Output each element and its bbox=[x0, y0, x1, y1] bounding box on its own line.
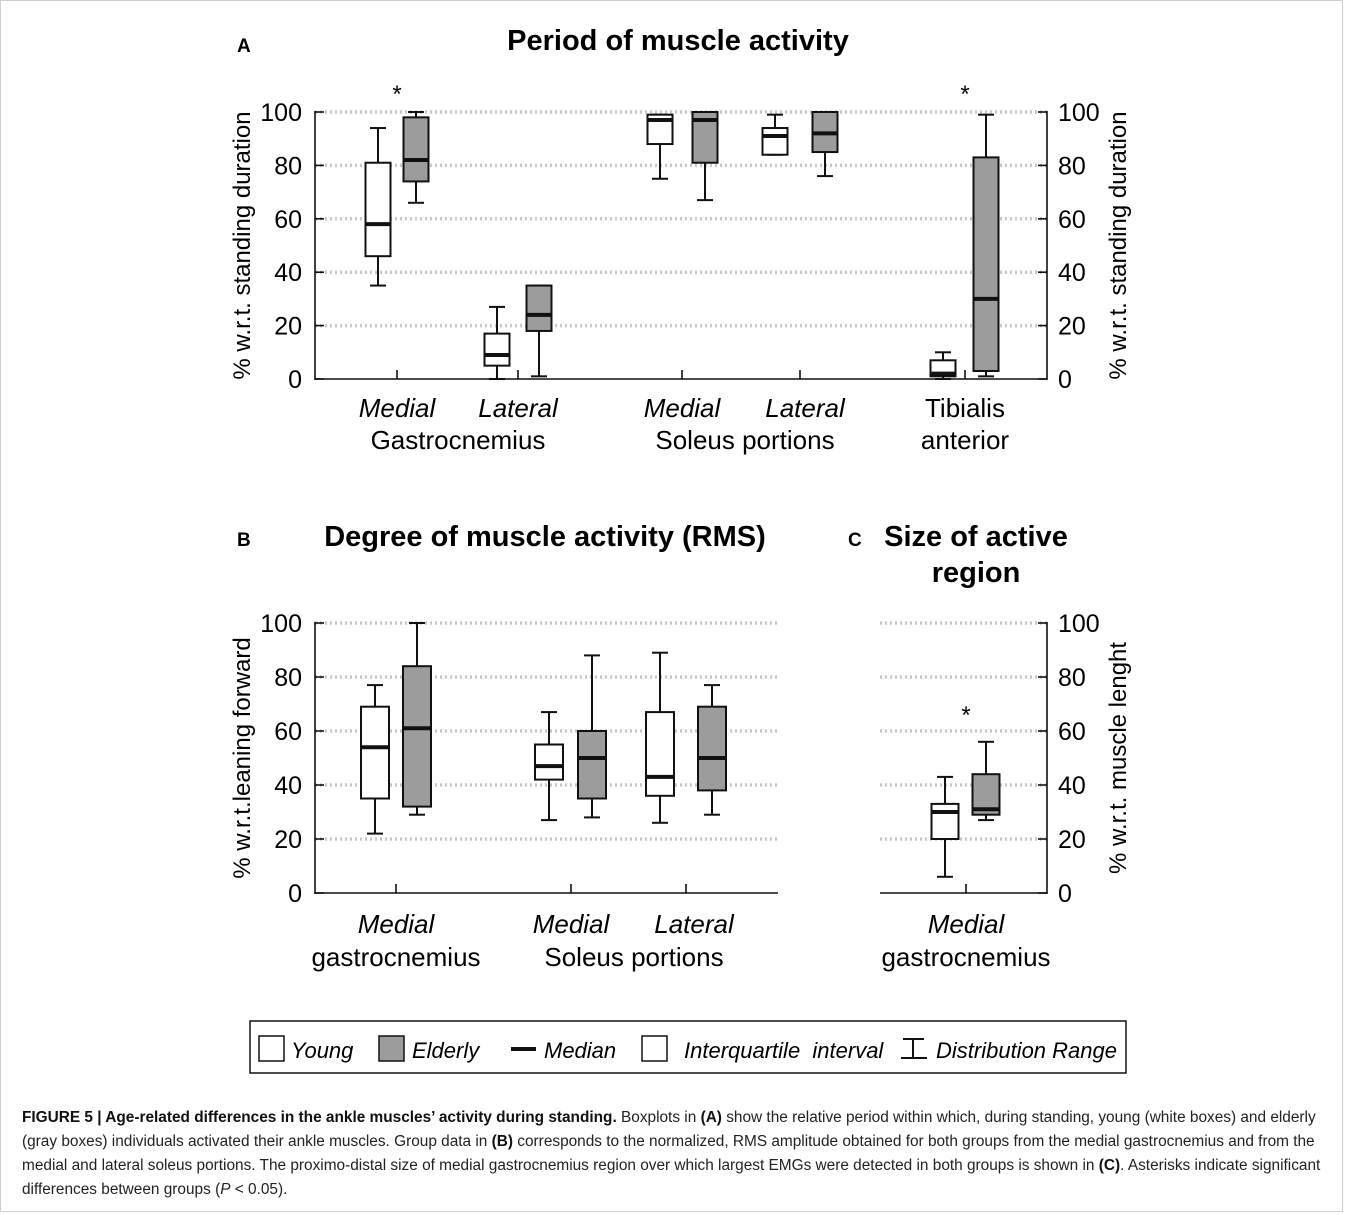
panel-a-ytick-label-left: 40 bbox=[274, 259, 302, 287]
panel-c-group-sublabel-0: gastrocnemius bbox=[881, 942, 1050, 972]
caption-ref-c: (C) bbox=[1098, 1157, 1121, 1174]
panel-b-box-young bbox=[534, 743, 564, 781]
panel-c-group-label-0: Medial bbox=[928, 909, 1006, 939]
panel-c-chart: 0 20 40 60 80 100% w.r.t. muscle lenght Medial… bbox=[880, 610, 1132, 972]
panel-a-ytick-label-right: 80 bbox=[1058, 152, 1086, 180]
panel-a-ytick-label-left: 0 bbox=[288, 366, 302, 394]
panel-b-ytick-label-left: 20 bbox=[274, 826, 302, 854]
legend-elderly-swatch bbox=[378, 1035, 405, 1062]
legend-young-label: Young bbox=[291, 1038, 354, 1063]
panel-a-group-sublabel-2: Soleus portions bbox=[655, 425, 834, 455]
panel-c-box-young bbox=[930, 802, 960, 841]
panel-c-title-line1: Size of active bbox=[884, 521, 1068, 553]
panel-c-y-axis-title-right: % w.r.t. muscle lenght bbox=[1105, 642, 1132, 874]
panel-a-group-label-1: Lateral bbox=[478, 393, 559, 423]
panel-a-box-young bbox=[761, 127, 789, 156]
panel-a-group-label-4: Tibialis bbox=[925, 393, 1005, 423]
panel-a-ytick-label-left: 20 bbox=[274, 313, 302, 341]
legend-range-label: Distribution Range bbox=[936, 1038, 1117, 1063]
panel-a-box-young bbox=[364, 161, 392, 258]
panel-c-ytick-label-right: 40 bbox=[1058, 772, 1086, 800]
caption-text-4: . Asterisks indicate significant differe… bbox=[22, 1157, 1321, 1198]
legend-iqr-swatch bbox=[641, 1035, 668, 1062]
panel-c-title-line2: region bbox=[932, 557, 1021, 589]
panel-a-y-axis-title: % w.r.t. standing duration bbox=[229, 111, 256, 379]
panel-b-ytick-label-left: 60 bbox=[274, 718, 302, 746]
panel-a-box-elderly bbox=[525, 284, 553, 332]
panel-b-box-elderly bbox=[697, 705, 727, 792]
panel-a-ytick-label-left: 80 bbox=[274, 152, 302, 180]
panel-a-group-sublabel-4: anterior bbox=[921, 425, 1009, 455]
legend: Young Elderly Median Interquartile inter… bbox=[249, 1020, 1127, 1074]
panel-a-ytick-label-left: 100 bbox=[260, 99, 302, 127]
panel-c-ytick-label-right: 60 bbox=[1058, 718, 1086, 746]
legend-range-whisker-icon bbox=[901, 1038, 927, 1059]
panel-c-ytick-label-right: 0 bbox=[1058, 880, 1072, 908]
panel-a-box-young bbox=[483, 332, 511, 367]
legend-iqr-label: Interquartile interval bbox=[684, 1038, 884, 1063]
panel-b-group-sublabel-0: gastrocnemius bbox=[311, 942, 480, 972]
panel-a-group-label-0: Medial bbox=[359, 393, 437, 423]
panel-c-ytick-label-right: 20 bbox=[1058, 826, 1086, 854]
panel-a-ytick-label-right: 20 bbox=[1058, 313, 1086, 341]
panel-a-letter: A bbox=[237, 36, 251, 57]
panel-a-box-elderly bbox=[402, 116, 430, 183]
panel-a-title: Period of muscle activity bbox=[507, 25, 849, 57]
caption-p-symbol: P bbox=[220, 1181, 231, 1198]
panel-b-box-young bbox=[360, 705, 390, 800]
panel-a-y-axis-title-right: % w.r.t. standing duration bbox=[1105, 111, 1132, 379]
panel-b-ytick-label-left: 80 bbox=[274, 664, 302, 692]
panel-b-ytick-label-left: 40 bbox=[274, 772, 302, 800]
caption-text-2: show the relative period within which, d… bbox=[22, 1109, 1316, 1150]
panel-a-box-elderly bbox=[972, 156, 1000, 372]
panel-c-letter: C bbox=[848, 530, 862, 551]
legend-median-label: Median bbox=[544, 1038, 616, 1063]
panel-b-chart: 0 20 40 60 80 100% w.r.t.leaning forward Media… bbox=[229, 610, 778, 972]
panel-b-box-elderly bbox=[577, 730, 607, 800]
panel-c-ytick-label-right: 100 bbox=[1058, 610, 1100, 638]
panel-a-ytick-label-right: 100 bbox=[1058, 99, 1100, 127]
caption-ref-b: (B) bbox=[491, 1133, 514, 1150]
panel-b-box-elderly bbox=[402, 665, 432, 808]
panel-a-ytick-label-right: 40 bbox=[1058, 259, 1086, 287]
panel-c-ytick-label-right: 80 bbox=[1058, 664, 1086, 692]
panel-a-significance-asterisk: * bbox=[960, 81, 969, 108]
panel-a-group-label-3: Lateral bbox=[765, 393, 846, 423]
caption-text-5: < 0.05). bbox=[230, 1181, 288, 1198]
panel-a-group-label-2: Medial bbox=[644, 393, 722, 423]
panel-b-ytick-label-left: 0 bbox=[288, 880, 302, 908]
caption-figure-label: FIGURE 5 | Age-related differences in th… bbox=[22, 1109, 617, 1126]
panel-a-ytick-label-left: 60 bbox=[274, 206, 302, 234]
figure-caption: FIGURE 5 | Age-related differences in th… bbox=[22, 1106, 1328, 1202]
panel-c-significance-asterisk: * bbox=[961, 702, 970, 729]
panel-a-ytick-label-right: 0 bbox=[1058, 366, 1072, 394]
panel-b-group-label-2: Lateral bbox=[654, 909, 735, 939]
panel-b-ytick-label-left: 100 bbox=[260, 610, 302, 638]
legend-frame bbox=[249, 1020, 1127, 1074]
panel-b-group-label-1: Medial bbox=[533, 909, 611, 939]
panel-b-title: Degree of muscle activity (RMS) bbox=[324, 521, 766, 553]
caption-text-1: Boxplots in bbox=[616, 1109, 701, 1126]
panel-b-letter: B bbox=[237, 530, 251, 551]
panel-b-group-label-0: Medial bbox=[358, 909, 436, 939]
legend-elderly-label: Elderly bbox=[412, 1038, 481, 1063]
figure-canvas: A Period of muscle activity B Degree of … bbox=[229, 25, 1132, 1074]
panel-b-y-axis-title: % w.r.t.leaning forward bbox=[229, 637, 256, 878]
panel-b-group-sublabel-1: Soleus portions bbox=[544, 942, 723, 972]
caption-text-3: corresponds to the normalized, RMS ampli… bbox=[22, 1133, 1315, 1174]
panel-b-box-young bbox=[645, 711, 675, 797]
panel-a-group-sublabel-0: Gastrocnemius bbox=[371, 425, 546, 455]
legend-young-swatch bbox=[258, 1035, 285, 1062]
caption-ref-a: (A) bbox=[700, 1109, 722, 1126]
panel-a-ytick-label-right: 60 bbox=[1058, 206, 1086, 234]
panel-a-significance-asterisk: * bbox=[392, 81, 401, 108]
